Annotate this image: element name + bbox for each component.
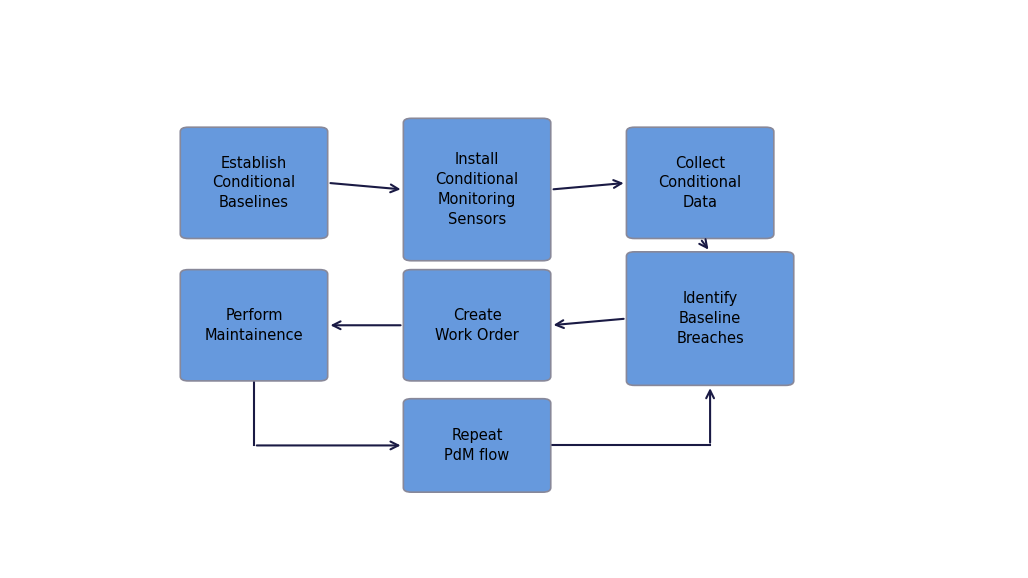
Text: Repeat
PdM flow: Repeat PdM flow (444, 428, 510, 463)
FancyBboxPatch shape (180, 269, 328, 381)
Text: Create
Work Order: Create Work Order (435, 308, 519, 343)
Text: Collect
Conditional
Data: Collect Conditional Data (659, 155, 741, 210)
FancyBboxPatch shape (626, 252, 794, 386)
Text: Install
Conditional
Monitoring
Sensors: Install Conditional Monitoring Sensors (436, 153, 518, 227)
Text: Establish
Conditional
Baselines: Establish Conditional Baselines (213, 155, 295, 210)
Text: Identify
Baseline
Breaches: Identify Baseline Breaches (676, 291, 744, 346)
FancyBboxPatch shape (626, 127, 774, 239)
Text: Perform
Maintainence: Perform Maintainence (205, 308, 303, 343)
FancyBboxPatch shape (180, 127, 328, 239)
FancyBboxPatch shape (403, 399, 551, 492)
FancyBboxPatch shape (403, 118, 551, 261)
FancyBboxPatch shape (403, 269, 551, 381)
